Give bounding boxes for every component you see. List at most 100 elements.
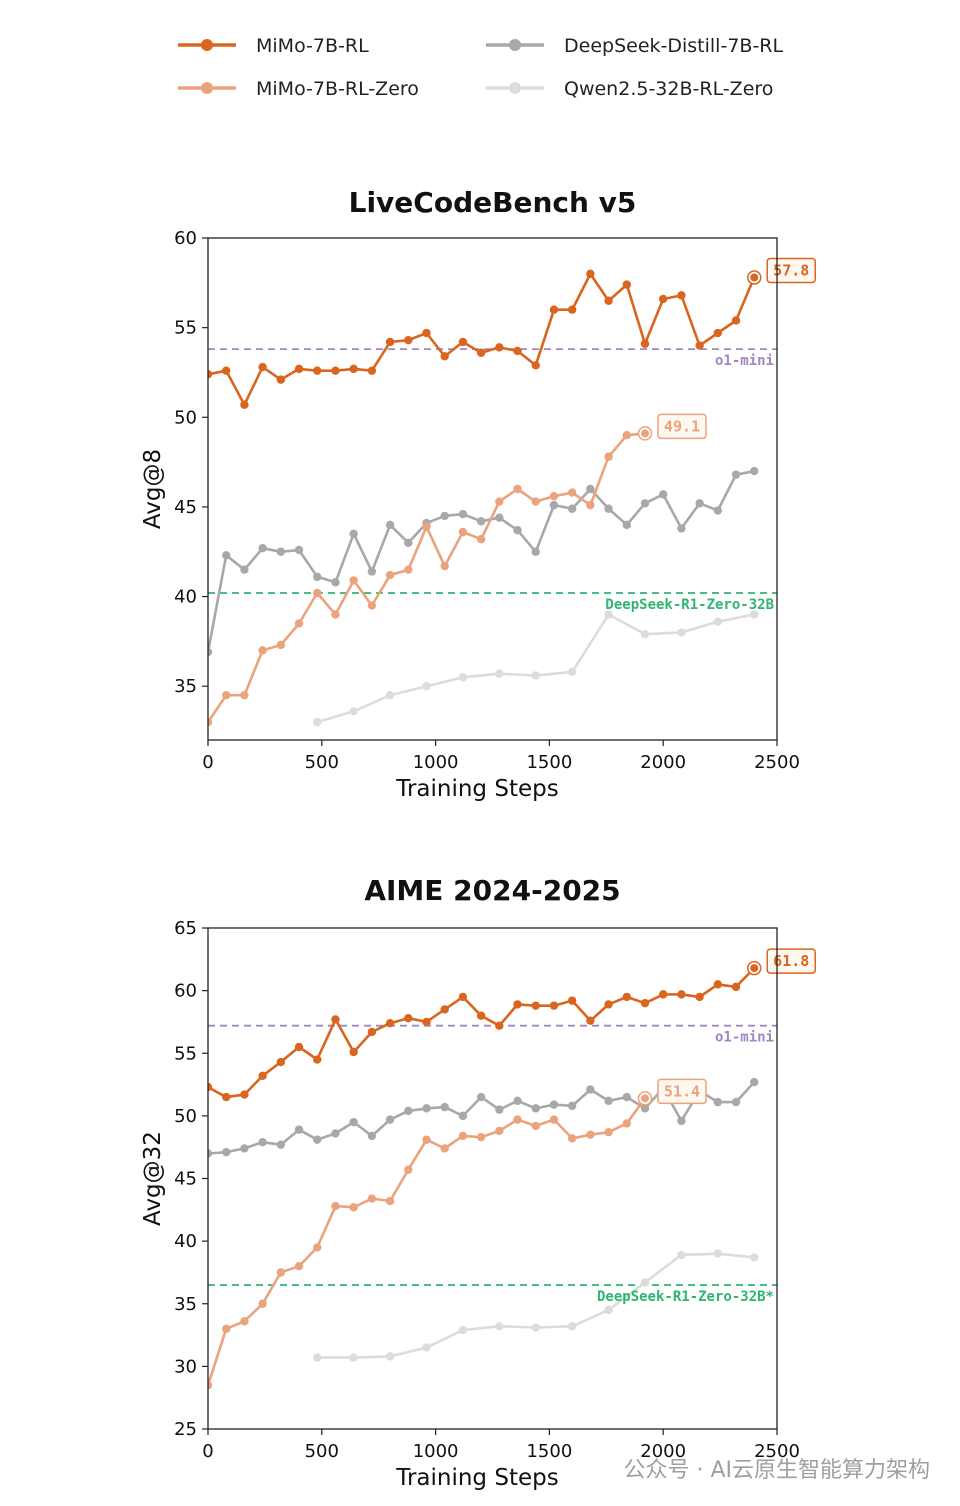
data-point: [567, 1322, 577, 1331]
data-point: [404, 1013, 413, 1023]
watermark-text: 公众号 · AI云原生智能算力架构: [623, 1458, 930, 1483]
data-point: [695, 341, 704, 350]
data-point: [258, 543, 267, 553]
data-point: [222, 1092, 231, 1102]
data-point: [495, 1322, 504, 1331]
legend-label: MiMo-7B-RL-Zero: [256, 78, 419, 100]
data-point: [695, 992, 704, 1002]
data-point: [622, 431, 631, 440]
data-point: [677, 291, 686, 300]
data-point: [640, 499, 650, 508]
data-point: [731, 470, 741, 479]
data-point: [422, 522, 431, 531]
series-line: [317, 1252, 755, 1359]
data-point: [495, 1126, 504, 1136]
x-tick-label: 0: [202, 752, 213, 773]
chart-title: LiveCodeBench v5: [349, 186, 637, 219]
data-point: [476, 535, 486, 544]
data-point: [208, 1380, 213, 1390]
data-point: [367, 1131, 377, 1141]
data-point: [458, 673, 468, 682]
data-point: [313, 572, 322, 582]
data-point: [750, 1253, 759, 1262]
data-point: [458, 1325, 468, 1335]
y-tick-label: 50: [174, 1106, 197, 1127]
end-value-box: [766, 257, 816, 284]
x-tick-label: 1500: [526, 1441, 572, 1462]
end-value-label: 49.1: [637, 413, 707, 441]
data-point: [640, 1104, 650, 1113]
data-point: [458, 1131, 468, 1141]
data-point: [258, 1137, 267, 1147]
data-point: [222, 551, 231, 560]
data-point: [531, 497, 540, 506]
data-point: [677, 1116, 686, 1126]
data-point: [367, 567, 377, 576]
data-point: [240, 1317, 249, 1326]
data-point: [385, 337, 395, 347]
data-point: [276, 547, 286, 556]
data-point: [713, 1249, 723, 1258]
data-point: [313, 588, 322, 598]
data-point: [531, 1104, 540, 1113]
data-point: [549, 1001, 559, 1010]
data-point: [349, 1353, 358, 1362]
y-axis-label: Avg@32: [140, 1131, 166, 1226]
x-tick-label: 500: [305, 1441, 339, 1462]
y-tick-label: 40: [174, 587, 197, 608]
data-point: [731, 982, 741, 992]
data-point: [476, 348, 486, 357]
data-point: [240, 690, 249, 700]
data-point: [604, 1305, 613, 1315]
y-axis-label: Avg@8: [140, 449, 166, 529]
x-tick-label: 1000: [413, 1441, 459, 1462]
data-point: [240, 565, 249, 574]
y-tick-label: 50: [174, 407, 197, 428]
y-tick-label: 55: [174, 1043, 197, 1064]
y-tick-label: 65: [174, 918, 197, 939]
data-point: [404, 1165, 413, 1174]
data-point: [622, 520, 631, 530]
data-point: [367, 366, 377, 375]
data-point: [495, 669, 504, 678]
data-point: [604, 1000, 613, 1009]
data-point: [604, 452, 613, 461]
data-point: [349, 576, 358, 585]
data-point: [385, 1115, 395, 1124]
y-tick-label: 45: [174, 1169, 197, 1190]
data-point: [659, 990, 668, 999]
legend: MiMo-7B-RL MiMo-7B-RL-Zero DeepSeek-Distil…: [178, 35, 783, 100]
data-point: [567, 1134, 577, 1143]
data-point: [549, 1115, 559, 1124]
legend-item: Qwen2.5-32B-RL-Zero: [486, 78, 773, 100]
data-point: [513, 484, 522, 494]
data-point: [713, 328, 723, 338]
data-point: [422, 682, 431, 691]
y-tick-label: 25: [174, 1419, 197, 1440]
legend-dot-icon: [509, 39, 521, 51]
data-point: [567, 488, 577, 497]
data-point: [349, 1047, 358, 1057]
reference-line-label: o1-mini: [715, 353, 774, 369]
x-tick-label: 2000: [640, 1441, 686, 1462]
data-point: [294, 1042, 304, 1052]
series-line: [316, 613, 755, 724]
series: [208, 466, 759, 657]
data-point: [458, 337, 468, 347]
data-point: [294, 619, 304, 628]
data-point: [258, 362, 267, 372]
x-tick-label: 0: [202, 1441, 213, 1462]
chart-aime: AIME 2024-2025 o1-mini DeepSeek-R1-Zero-32…: [140, 874, 816, 1491]
data-point: [531, 361, 540, 370]
x-axis-label: Training Steps: [395, 1465, 558, 1491]
data-point: [604, 610, 613, 619]
data-point: [331, 1015, 340, 1024]
data-point: [731, 316, 741, 325]
data-point: [604, 296, 613, 305]
data-point: [240, 400, 249, 409]
data-point: [422, 328, 431, 338]
data-point: [476, 1132, 486, 1142]
legend-label: DeepSeek-Distill-7B-RL: [564, 35, 783, 57]
data-point: [659, 490, 668, 499]
data-point: [385, 1018, 395, 1028]
